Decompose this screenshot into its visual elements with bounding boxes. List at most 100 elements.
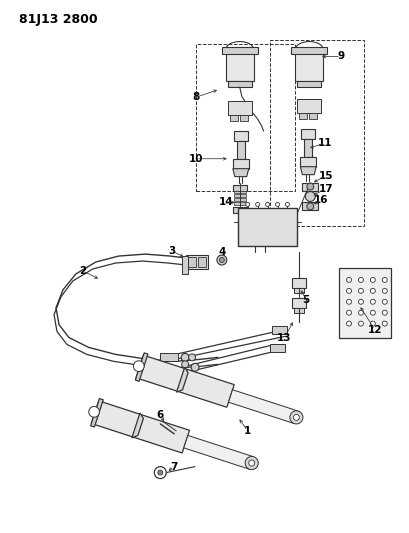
- Circle shape: [189, 354, 196, 361]
- Polygon shape: [132, 413, 144, 438]
- Bar: [230, 115, 238, 121]
- Bar: [297, 81, 321, 87]
- Circle shape: [346, 310, 351, 315]
- Text: 16: 16: [314, 196, 328, 205]
- Circle shape: [290, 411, 303, 424]
- Bar: [291, 46, 327, 54]
- Bar: [304, 139, 312, 157]
- Bar: [295, 50, 323, 81]
- Circle shape: [246, 203, 249, 206]
- Bar: [188, 257, 196, 267]
- Text: 13: 13: [277, 333, 292, 343]
- Bar: [228, 81, 252, 87]
- Text: 10: 10: [189, 154, 203, 164]
- Bar: [292, 298, 306, 308]
- Bar: [240, 115, 248, 121]
- Circle shape: [181, 353, 189, 361]
- Bar: [238, 208, 297, 246]
- Circle shape: [219, 257, 225, 263]
- Text: 14: 14: [218, 197, 233, 207]
- Text: 7: 7: [171, 462, 178, 472]
- Bar: [234, 198, 246, 201]
- Circle shape: [346, 321, 351, 326]
- Circle shape: [346, 277, 351, 282]
- Circle shape: [382, 288, 387, 293]
- Text: 5: 5: [303, 295, 310, 305]
- Bar: [300, 157, 316, 167]
- Polygon shape: [184, 435, 254, 469]
- Circle shape: [307, 183, 314, 190]
- Bar: [301, 129, 315, 139]
- Bar: [228, 101, 252, 115]
- Circle shape: [358, 321, 364, 326]
- Bar: [270, 39, 364, 227]
- Circle shape: [382, 277, 387, 282]
- Text: 17: 17: [319, 183, 333, 193]
- Bar: [302, 183, 318, 190]
- Circle shape: [133, 361, 144, 372]
- Bar: [270, 344, 285, 352]
- Circle shape: [245, 456, 258, 470]
- Polygon shape: [91, 401, 189, 453]
- Bar: [302, 203, 318, 211]
- Text: 1: 1: [244, 426, 251, 436]
- Circle shape: [371, 277, 375, 282]
- Bar: [233, 159, 249, 168]
- Bar: [160, 353, 178, 361]
- Circle shape: [182, 361, 189, 368]
- Circle shape: [371, 310, 375, 315]
- Bar: [226, 50, 254, 81]
- Text: 4: 4: [218, 247, 226, 257]
- Text: 9: 9: [337, 52, 345, 61]
- Circle shape: [371, 299, 375, 304]
- Circle shape: [256, 203, 260, 206]
- Circle shape: [358, 288, 364, 293]
- Bar: [297, 99, 321, 113]
- Circle shape: [293, 414, 299, 421]
- Polygon shape: [136, 355, 234, 407]
- Text: 15: 15: [319, 171, 333, 181]
- Polygon shape: [91, 399, 103, 427]
- Text: 6: 6: [157, 410, 164, 420]
- Bar: [294, 308, 304, 313]
- Bar: [309, 113, 317, 119]
- Circle shape: [158, 470, 163, 475]
- Bar: [222, 46, 258, 54]
- Circle shape: [89, 407, 99, 417]
- Polygon shape: [233, 168, 249, 176]
- Bar: [234, 190, 246, 193]
- Polygon shape: [135, 353, 148, 381]
- Circle shape: [276, 203, 279, 206]
- Circle shape: [249, 460, 255, 466]
- Text: 8: 8: [192, 92, 200, 102]
- Text: 3: 3: [169, 246, 176, 256]
- Text: 81J13 2800: 81J13 2800: [19, 13, 98, 26]
- Bar: [237, 141, 245, 159]
- Circle shape: [305, 191, 315, 201]
- Circle shape: [346, 288, 351, 293]
- Bar: [299, 113, 307, 119]
- Circle shape: [154, 466, 166, 479]
- Circle shape: [358, 277, 364, 282]
- Circle shape: [382, 321, 387, 326]
- Circle shape: [371, 288, 375, 293]
- Circle shape: [265, 203, 270, 206]
- Bar: [233, 184, 247, 190]
- Bar: [294, 288, 304, 293]
- Circle shape: [191, 364, 199, 372]
- Text: 12: 12: [368, 325, 382, 335]
- Text: 11: 11: [318, 138, 333, 148]
- Circle shape: [217, 255, 227, 265]
- Circle shape: [358, 299, 364, 304]
- Circle shape: [358, 310, 364, 315]
- Circle shape: [371, 321, 375, 326]
- Bar: [339, 268, 391, 337]
- Bar: [196, 44, 295, 190]
- Polygon shape: [177, 367, 188, 392]
- Polygon shape: [300, 167, 316, 175]
- Bar: [233, 207, 247, 213]
- Bar: [186, 255, 208, 269]
- Polygon shape: [229, 390, 299, 424]
- Circle shape: [307, 203, 314, 210]
- Bar: [234, 203, 246, 205]
